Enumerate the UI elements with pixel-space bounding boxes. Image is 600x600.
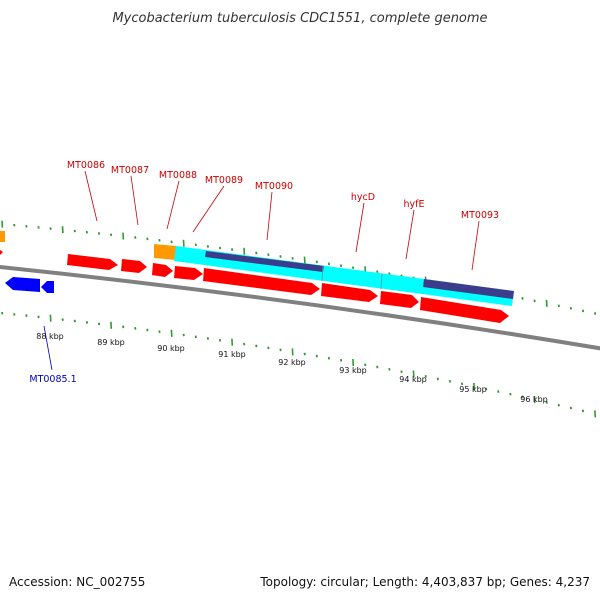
gene-arrow-mt0090 [203, 268, 320, 295]
label-line [266, 191, 273, 241]
topology-text: Topology: circular; Length: 4,403,837 bp… [259, 575, 590, 589]
label-line [192, 185, 225, 233]
operon-divider [321, 265, 324, 282]
scale-label: 89 kbp [97, 338, 125, 347]
gene-arrow-mt0093 [420, 297, 509, 323]
gene-arrow-partial-left [0, 250, 3, 255]
gene-label-mt0087: MT0087 [111, 165, 149, 176]
label-line [84, 170, 98, 222]
gene-label-mt0089: MT0089 [205, 175, 243, 186]
scale-label: 94 kbp [399, 375, 427, 384]
gene-label-hyfe: hyfE [404, 199, 425, 210]
label-line [471, 220, 480, 271]
scale-labels: 88 kbp 89 kbp 90 kbp 91 kbp 92 kbp 93 kb… [36, 332, 548, 404]
reverse-gene-arrows [5, 277, 54, 293]
gene-arrow-mt0087 [121, 259, 147, 273]
gene-label-hycd: hycD [351, 192, 375, 203]
forward-gene-arrows [0, 250, 509, 323]
genome-backbone [0, 265, 600, 351]
label-line [405, 209, 415, 260]
gene-label-mt0085-1: MT0085.1 [29, 374, 76, 385]
gene-label-mt0086: MT0086 [67, 160, 105, 171]
inner-tick-ring [1, 311, 597, 418]
gene-label-mt0093: MT0093 [461, 210, 499, 221]
gene-arrow-hyfe [380, 291, 419, 308]
operon-orange-block [154, 244, 176, 260]
gene-label-mt0090: MT0090 [255, 181, 293, 192]
operon-purple-bar-1 [205, 251, 324, 272]
map-title: Mycobacterium tuberculosis CDC1551, comp… [112, 11, 487, 26]
scale-label: 90 kbp [157, 344, 185, 353]
label-line [43, 325, 53, 371]
operon-divider [380, 273, 383, 290]
scale-label: 88 kbp [36, 332, 64, 341]
label-line [355, 202, 365, 253]
gene-arrow-mt0086 [67, 254, 118, 270]
gene-arrow-hycd [321, 283, 378, 302]
scale-label: 91 kbp [218, 350, 246, 359]
label-line [166, 180, 180, 230]
gene-label-mt0088: MT0088 [159, 170, 197, 181]
gene-arrow-mt0089 [174, 266, 203, 280]
scale-label: 92 kbp [278, 358, 306, 367]
gene-arrow-mt0085-1 [5, 277, 40, 292]
operon-orange-partial [0, 231, 5, 242]
gene-labels: MT0086 MT0087 MT0088 MT0089 MT0090 hycD … [29, 160, 499, 385]
scale-label: 95 kbp [459, 385, 487, 394]
gene-arrow-mt0088 [152, 263, 173, 277]
scale-label: 96 kbp [520, 395, 548, 404]
label-line [130, 175, 139, 226]
operon-features [154, 244, 514, 306]
operon-purple-bar-2 [423, 279, 514, 299]
accession-text: Accession: NC_002755 [9, 575, 145, 589]
gene-arrow-reverse-small [41, 281, 54, 293]
scale-label: 93 kbp [339, 366, 367, 375]
